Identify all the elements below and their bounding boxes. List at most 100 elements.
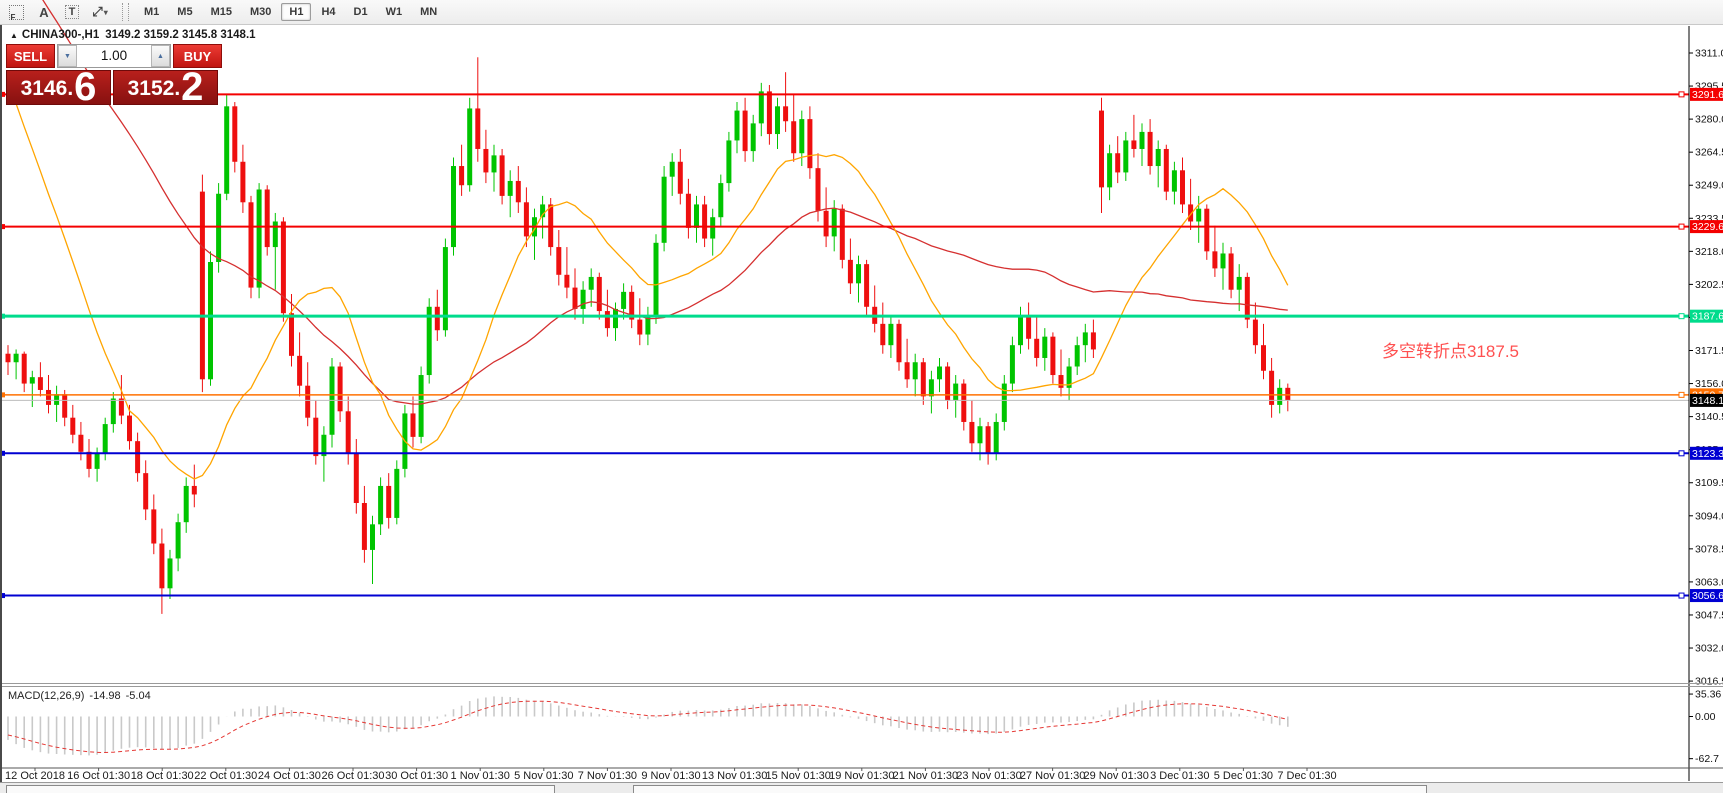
buy-button[interactable]: BUY [173,44,222,68]
candle [791,121,797,154]
timeframe-m30[interactable]: M30 [249,6,272,18]
candle [29,377,35,384]
candle [807,119,813,169]
hline-price-label: 3123.3 [1692,448,1723,460]
timeframe-m5[interactable]: M5 [177,6,193,18]
price-tick-label: 3109.5 [1695,477,1723,489]
timeframe-d1[interactable]: D1 [353,6,368,18]
candle [394,468,400,518]
crossed-arrows-icon[interactable]: ⤢ ▾ [92,4,108,19]
bottom-tab[interactable] [633,785,1427,793]
timeframe-h1[interactable]: H1 [281,3,312,21]
candle [1155,148,1161,167]
candle [993,421,999,454]
hline-handle-right[interactable] [1678,592,1685,599]
candle [313,417,319,457]
sell-button[interactable]: SELL [6,44,55,68]
candle [191,485,197,495]
macd-axis-label: 0.00 [1695,711,1716,723]
candle [977,426,983,444]
candle [661,176,667,243]
candle [62,394,68,418]
date-label: 7 Dec 01:30 [1277,770,1336,782]
volume-increase-button[interactable]: ▲ [151,45,170,67]
candle [1188,204,1194,222]
bottom-tab[interactable] [6,785,555,793]
date-label: 22 Oct 01:30 [194,770,257,782]
candle [70,417,76,435]
candle [1018,315,1023,346]
ma-slow-line[interactable] [8,0,1288,405]
candle [629,291,635,320]
candle [345,411,351,454]
hline-handle-right[interactable] [1678,391,1685,398]
candle [1196,208,1202,222]
candle [1042,336,1048,358]
candle [370,524,375,550]
text-box-icon[interactable]: T [60,2,84,22]
hline-handle-right[interactable] [1678,450,1685,457]
ma-fast-line[interactable] [7,81,1289,480]
timeframe-m1[interactable]: M1 [144,6,160,18]
candle [102,424,108,454]
hline-handle-left[interactable] [0,224,5,230]
candle [718,183,724,218]
candle [1252,319,1258,346]
pivot-annotation-text[interactable]: 多空转折点3187.5 [1382,342,1519,361]
date-label: 18 Oct 01:30 [131,770,194,782]
volume-box: ▼ 1.00 ▲ [57,44,171,68]
freehand-grid-icon[interactable]: F [4,2,28,22]
volume-decrease-button[interactable]: ▼ [58,45,77,67]
candle [499,155,505,196]
candle [1180,170,1185,205]
buy-price[interactable]: 3152. 2 [113,70,218,105]
sell-price[interactable]: 3146. 6 [6,70,111,105]
candle [386,485,392,518]
hline-handle-right[interactable] [1678,313,1685,320]
macd-signal-line [7,700,1288,754]
candle [758,91,764,124]
candle [556,247,562,275]
hline-handle-right[interactable] [1678,91,1685,98]
hline-handle-right[interactable] [1678,223,1685,230]
date-label: 1 Nov 01:30 [451,770,510,782]
candle [159,543,165,589]
candle [167,558,173,589]
timeframe-m15[interactable]: M15 [210,6,232,18]
dropdown-caret-icon[interactable]: ▾ [103,7,108,17]
candle [483,148,489,173]
collapse-triangle-icon[interactable]: ▲ [10,31,18,40]
volume-input[interactable]: 1.00 [100,48,128,63]
candle [78,434,84,452]
candle [815,168,821,211]
hline-handle-left[interactable] [0,392,5,398]
timeframe-w1[interactable]: W1 [385,6,403,18]
timeframe-mn[interactable]: MN [420,6,438,18]
timeframe-h4[interactable]: H4 [321,6,336,18]
candle [653,242,659,316]
candle [685,193,691,228]
candle [1034,338,1040,358]
candle [118,398,124,416]
hline-price-label: 3056.6 [1692,590,1723,602]
candle [321,434,327,457]
candle [953,383,959,401]
hline-price-label-box [1690,220,1723,234]
candle [734,110,740,141]
hline-handle-left[interactable] [0,593,5,599]
candle [847,259,853,284]
candle [783,106,789,122]
hline-handle-left[interactable] [0,91,5,97]
hline-handle-left[interactable] [0,450,5,456]
candle [208,262,213,380]
hline-handle-left[interactable] [0,313,5,319]
candle [823,210,829,237]
text-a-icon[interactable]: A [39,4,49,20]
date-label: 27 Nov 01:30 [1020,770,1085,782]
date-label: 5 Nov 01:30 [514,770,573,782]
candle [1001,383,1007,422]
macd-axis-label: 35.36 [1695,689,1721,701]
candle [378,485,384,525]
candle [928,379,934,397]
